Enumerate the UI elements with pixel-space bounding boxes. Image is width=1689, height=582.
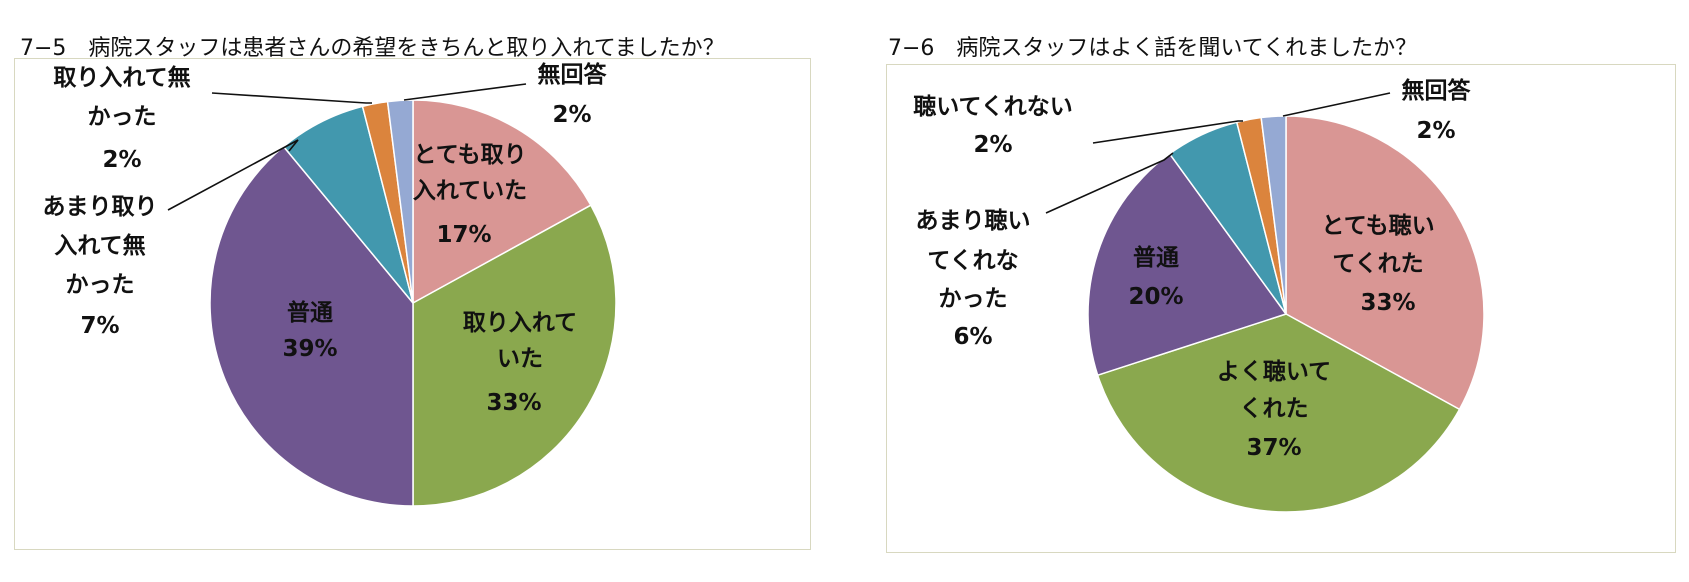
slice-label-2-4: てくれな [927,248,1018,274]
slice-label-2-4: かった [939,286,1008,312]
slice-percent-1-3: 39% [282,336,337,362]
leader-line-1-4 [167,139,299,211]
slice-percent-2-2: 37% [1246,435,1301,461]
slice-label-1-4: かった [66,272,135,298]
pie-slice-2-1 [1285,115,1485,411]
slice-percent-2-1: 33% [1360,290,1415,316]
pie-slice-2-3 [1087,152,1288,377]
pie-slice-1-3 [209,145,414,507]
pie-slice-1-6 [386,99,414,304]
slice-label-2-4: あまり聴い [916,208,1031,234]
slice-percent-2-3: 20% [1128,284,1183,310]
leader-line-2-6 [1282,92,1391,117]
slice-label-1-1: とても取り [413,142,526,168]
leader-line-2-5 [1092,120,1243,144]
slice-label-1-2: 取り入れて [463,310,577,336]
slice-percent-1-4: 7% [80,313,119,339]
slice-label-2-5: 聴いてくれない [913,94,1073,120]
slice-label-1-4: 入れて無 [54,233,145,259]
slice-percent-1-1: 17% [436,222,491,248]
chart-title-7-5: 7−5 病院スタッフは患者さんの希望をきちんと取り入れてましたか？ [20,36,725,61]
slice-label-2-2: くれた [1240,396,1309,422]
slice-label-1-1: 入れていた [413,178,527,204]
slice-percent-2-5: 2% [973,132,1012,158]
pie-slice-1-1 [412,99,592,305]
pie-slice-2-2 [1096,313,1461,513]
slice-label-2-1: とても聴い [1321,213,1434,239]
leader-line-1-6 [403,83,527,101]
slice-label-1-5: 取り入れて無 [53,65,190,91]
slice-percent-2-4: 6% [953,324,992,350]
slice-percent-1-2: 33% [486,390,541,416]
pie-slice-1-2 [412,204,617,507]
slice-label-1-3: 普通 [287,299,333,326]
slice-label-2-6: 無回答 [1402,77,1472,104]
slice-percent-2-6: 2% [1416,118,1455,144]
chart-title-7-6: 7−6 病院スタッフはよく話を聞いてくれましたか？ [888,36,1418,61]
slice-label-2-1: てくれた [1332,251,1423,277]
slice-label-1-6: 無回答 [538,61,608,88]
slice-label-1-4: あまり取り [43,194,158,220]
slice-label-2-3: 普通 [1133,244,1179,271]
slice-percent-1-6: 2% [552,102,591,128]
leader-line-2-4 [1045,152,1174,214]
slice-label-1-2: いた [497,346,543,372]
slice-label-1-5: かった [88,104,157,130]
slice-label-2-2: よく聴いて [1217,359,1331,385]
slice-percent-1-5: 2% [102,147,141,173]
leader-line-1-5 [211,92,372,104]
